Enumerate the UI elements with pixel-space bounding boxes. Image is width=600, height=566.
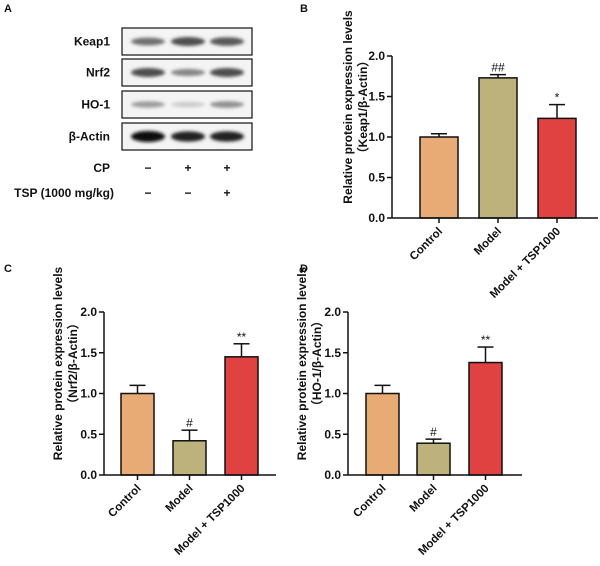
y-tick-label: 0.0 bbox=[80, 468, 97, 482]
panel-label: D bbox=[300, 263, 308, 275]
significance-marker: # bbox=[186, 416, 193, 430]
condition-sign: + bbox=[223, 161, 230, 175]
blot-row-label: HO-1 bbox=[81, 98, 110, 112]
blot-band bbox=[171, 101, 205, 108]
condition-label: CP bbox=[93, 161, 110, 175]
significance-marker: # bbox=[430, 425, 437, 439]
y-axis-label: Relative protein expression levels bbox=[341, 10, 355, 204]
y-tick-label: 0.5 bbox=[324, 427, 341, 441]
significance-marker: ## bbox=[491, 61, 505, 75]
blot-row-label: β-Actin bbox=[69, 130, 110, 144]
y-tick-label: 0.5 bbox=[368, 171, 385, 185]
panel-label-a: A bbox=[4, 3, 12, 15]
chart-c: C Relative protein expression levels （Nrf2… bbox=[4, 263, 276, 558]
x-tick-label: Model bbox=[408, 483, 440, 515]
bar bbox=[365, 392, 400, 476]
y-tick-label: 0.5 bbox=[80, 427, 97, 441]
blot-band bbox=[210, 37, 244, 46]
blot-band bbox=[131, 37, 165, 46]
blot-row-label: Keap1 bbox=[74, 35, 110, 49]
y-tick-label: 0.0 bbox=[368, 211, 385, 225]
blot-band bbox=[131, 101, 165, 108]
x-tick-label: Model bbox=[164, 483, 196, 515]
blot-band bbox=[210, 101, 244, 108]
blot-band bbox=[171, 131, 205, 142]
y-tick-label: 1.5 bbox=[80, 346, 97, 360]
condition-sign: − bbox=[144, 186, 151, 200]
x-tick-label: Control bbox=[351, 483, 388, 520]
condition-sign: + bbox=[223, 186, 230, 200]
bar bbox=[468, 361, 503, 476]
y-tick-label: 1.0 bbox=[368, 130, 385, 144]
y-axis-label: Relative protein expression levels bbox=[51, 266, 65, 460]
blot-band bbox=[171, 37, 205, 46]
y-axis-label-ratio: （Keap1/β-Actin） bbox=[355, 55, 370, 160]
x-tick-label: Model bbox=[472, 226, 504, 258]
bar bbox=[478, 77, 518, 219]
bar bbox=[172, 440, 207, 476]
y-tick-label: 2.0 bbox=[368, 49, 385, 63]
condition-label: TSP (1000 mg/kg) bbox=[14, 186, 114, 200]
western-blot-panel: A Keap1 Nrf2 HO-1 β-Actin CP − + + TSP (1000 mg/… bbox=[4, 3, 253, 200]
y-tick-label: 1.5 bbox=[368, 90, 385, 104]
y-tick-label: 1.0 bbox=[324, 387, 341, 401]
x-tick-label: Control bbox=[106, 483, 143, 520]
y-tick-label: 0.0 bbox=[324, 468, 341, 482]
panel-label: C bbox=[4, 263, 12, 275]
y-axis-label: Relative protein expression levels bbox=[295, 266, 309, 460]
blot-band bbox=[210, 131, 244, 142]
significance-marker: * bbox=[555, 91, 560, 105]
y-tick-label: 2.0 bbox=[80, 305, 97, 319]
bar bbox=[537, 117, 577, 219]
bar bbox=[120, 392, 155, 476]
chart-b: B Relative protein expression levels （Keap… bbox=[300, 3, 598, 301]
y-tick-label: 1.0 bbox=[80, 387, 97, 401]
y-axis-label-ratio: （Nrf2/β-Actin） bbox=[65, 317, 80, 410]
bar bbox=[224, 356, 259, 476]
bar bbox=[416, 442, 451, 476]
condition-sign: − bbox=[144, 161, 151, 175]
y-tick-label: 1.5 bbox=[324, 346, 341, 360]
bar bbox=[419, 136, 459, 219]
panel-label: B bbox=[300, 3, 308, 15]
blot-band bbox=[171, 68, 205, 77]
blot-band bbox=[210, 68, 244, 77]
significance-marker: ** bbox=[237, 330, 247, 344]
condition-sign: + bbox=[184, 161, 191, 175]
y-axis-label-ratio: （HO-1/β-Actin） bbox=[309, 315, 324, 412]
condition-sign: − bbox=[184, 186, 191, 200]
significance-marker: ** bbox=[481, 333, 491, 347]
blot-band bbox=[131, 68, 165, 77]
blot-band bbox=[131, 131, 165, 142]
y-tick-label: 2.0 bbox=[324, 305, 341, 319]
x-tick-label: Control bbox=[408, 226, 445, 263]
blot-row-label: Nrf2 bbox=[86, 66, 110, 80]
